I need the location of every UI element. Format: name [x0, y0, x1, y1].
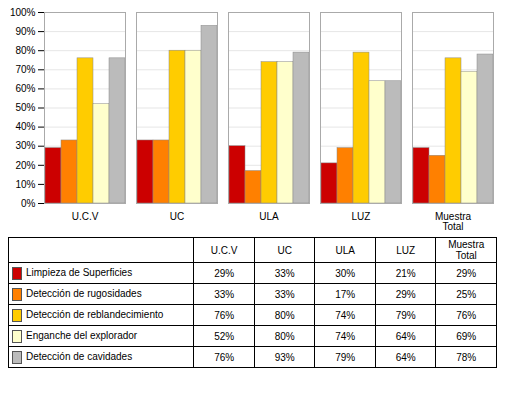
html-text:79%: 79% [395, 309, 416, 321]
html-text:33%: 33% [214, 288, 235, 300]
html-text:Detección de rugosidades: Detección de rugosidades [26, 287, 142, 299]
html-text:Detección de cavidades: Detección de cavidades [26, 350, 133, 362]
html-text:29%: 29% [456, 267, 477, 279]
html-text:Enganche del explorador: Enganche del explorador [26, 329, 138, 341]
svg-text:10%: 10% [15, 179, 35, 190]
html-text:74%: 74% [335, 330, 356, 342]
html-text:78%: 78% [456, 351, 477, 363]
html-text:33%: 33% [274, 288, 295, 300]
svg-text:50%: 50% [15, 102, 35, 113]
html-text:80%: 80% [274, 309, 295, 321]
svg-text:MuestraTotal: MuestraTotal [435, 211, 472, 232]
svg-text:60%: 60% [15, 83, 35, 94]
html-text:30%: 30% [335, 267, 356, 279]
svg-text:40%: 40% [15, 121, 35, 132]
html-text:25%: 25% [456, 288, 477, 300]
html-text:Muestra Total: Muestra Total [448, 239, 485, 261]
html-text:64%: 64% [395, 351, 416, 363]
html-text:76%: 76% [456, 309, 477, 321]
html-text:29%: 29% [395, 288, 416, 300]
html-text:76%: 76% [214, 309, 235, 321]
html-text:21%: 21% [395, 267, 416, 279]
html-text:Detección de reblandecimiento: Detección de reblandecimiento [26, 308, 164, 320]
svg-text:30%: 30% [15, 140, 35, 151]
svg-text:0%: 0% [21, 198, 36, 209]
html-text:93%: 93% [274, 351, 295, 363]
html-text:U.C.V: U.C.V [210, 244, 238, 256]
svg-text:20%: 20% [15, 160, 35, 171]
html-text:33%: 33% [274, 267, 295, 279]
html-text:LUZ: LUZ [396, 244, 416, 256]
html-text:Limpieza de Superficies: Limpieza de Superficies [26, 266, 133, 278]
svg-text:90%: 90% [15, 26, 35, 37]
html-text:69%: 69% [456, 330, 477, 342]
html-text:74%: 74% [335, 309, 356, 321]
html-text:29%: 29% [214, 267, 235, 279]
html-text:80%: 80% [274, 330, 295, 342]
html-text:ULA: ULA [335, 244, 355, 256]
html-text:17%: 17% [335, 288, 356, 300]
svg-text:U.C.V: U.C.V [72, 211, 99, 222]
html-text:64%: 64% [395, 330, 416, 342]
svg-text:ULA: ULA [259, 211, 279, 222]
svg-text:UC: UC [170, 211, 184, 222]
svg-text:100%: 100% [10, 7, 36, 18]
html-text:UC: UC [277, 244, 292, 256]
html-text:76%: 76% [214, 351, 235, 363]
svg-text:LUZ: LUZ [352, 211, 371, 222]
svg-text:80%: 80% [15, 45, 35, 56]
html-text:52%: 52% [214, 330, 235, 342]
html-text:79%: 79% [335, 351, 356, 363]
svg-text:70%: 70% [15, 64, 35, 75]
